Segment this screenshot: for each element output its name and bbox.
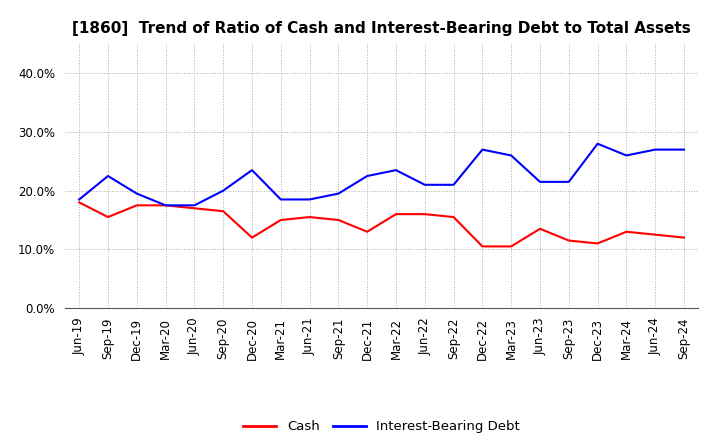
Title: [1860]  Trend of Ratio of Cash and Interest-Bearing Debt to Total Assets: [1860] Trend of Ratio of Cash and Intere… xyxy=(72,21,691,36)
Legend: Cash, Interest-Bearing Debt: Cash, Interest-Bearing Debt xyxy=(238,415,526,439)
